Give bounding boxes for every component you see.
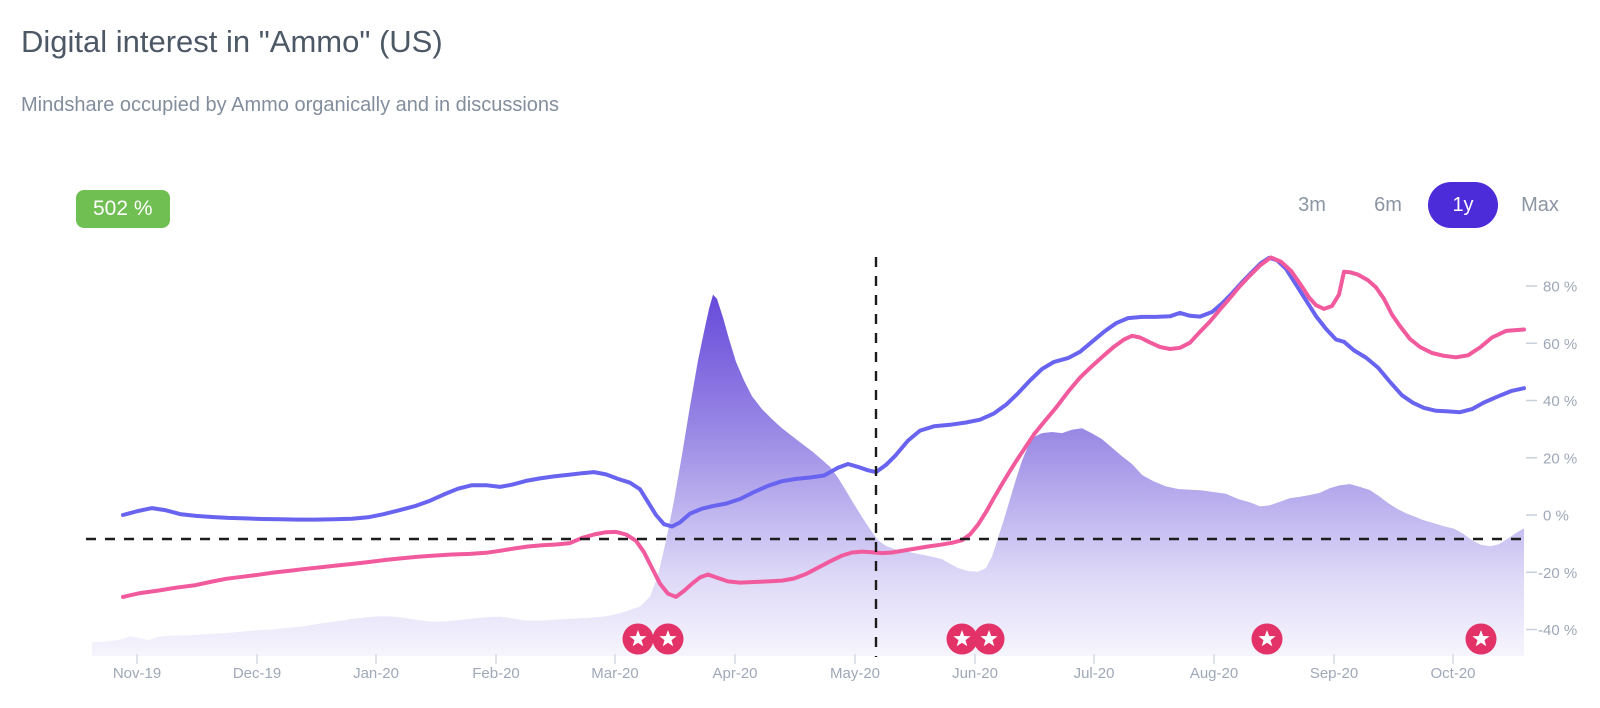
y-axis-label: -40 % (1538, 622, 1577, 639)
y-axis-label: 20 % (1543, 450, 1577, 467)
x-axis-label: Feb-20 (472, 665, 520, 682)
star-icon (629, 630, 647, 647)
y-axis-label: 60 % (1543, 336, 1577, 353)
y-axis-label: -20 % (1538, 565, 1577, 582)
range-button-6m[interactable]: 6m (1374, 194, 1402, 216)
x-axis-label: Aug-20 (1190, 665, 1238, 682)
page-title: Digital interest in "Ammo" (US) (21, 24, 443, 59)
x-axis-label: Dec-19 (233, 665, 281, 682)
star-icon (1472, 630, 1490, 647)
x-axis-label: Nov-19 (113, 665, 161, 682)
x-axis-label: Mar-20 (591, 665, 639, 682)
range-button-3m[interactable]: 3m (1298, 194, 1326, 216)
event-star-marker[interactable] (946, 623, 978, 655)
x-axis-label: Oct-20 (1430, 665, 1475, 682)
x-axis-label: Apr-20 (712, 665, 757, 682)
star-icon (1258, 630, 1276, 647)
event-star-marker[interactable] (973, 623, 1005, 655)
change-percent-badge: 502 % (76, 190, 170, 228)
event-star-marker[interactable] (1251, 623, 1283, 655)
star-icon (659, 630, 677, 647)
pink-line (121, 255, 1526, 599)
range-button-max[interactable]: Max (1521, 194, 1559, 216)
mindshare-area (92, 294, 1524, 656)
y-axis-label: 80 % (1543, 279, 1577, 296)
y-axis-label: 40 % (1543, 393, 1577, 410)
range-button-1y[interactable]: 1y (1428, 182, 1498, 228)
page-subtitle: Mindshare occupied by Ammo organically a… (21, 94, 560, 116)
x-axis-label: May-20 (830, 665, 880, 682)
event-star-marker[interactable] (622, 623, 654, 655)
x-axis-label: Jan-20 (353, 665, 399, 682)
event-star-marker[interactable] (1465, 623, 1497, 655)
x-axis-label: Sep-20 (1310, 665, 1358, 682)
x-axis-label: Jun-20 (952, 665, 998, 682)
star-icon (953, 630, 971, 647)
event-star-marker[interactable] (652, 623, 684, 655)
x-axis-label: Jul-20 (1074, 665, 1115, 682)
y-axis-label: 0 % (1543, 508, 1569, 525)
star-icon (980, 630, 998, 647)
